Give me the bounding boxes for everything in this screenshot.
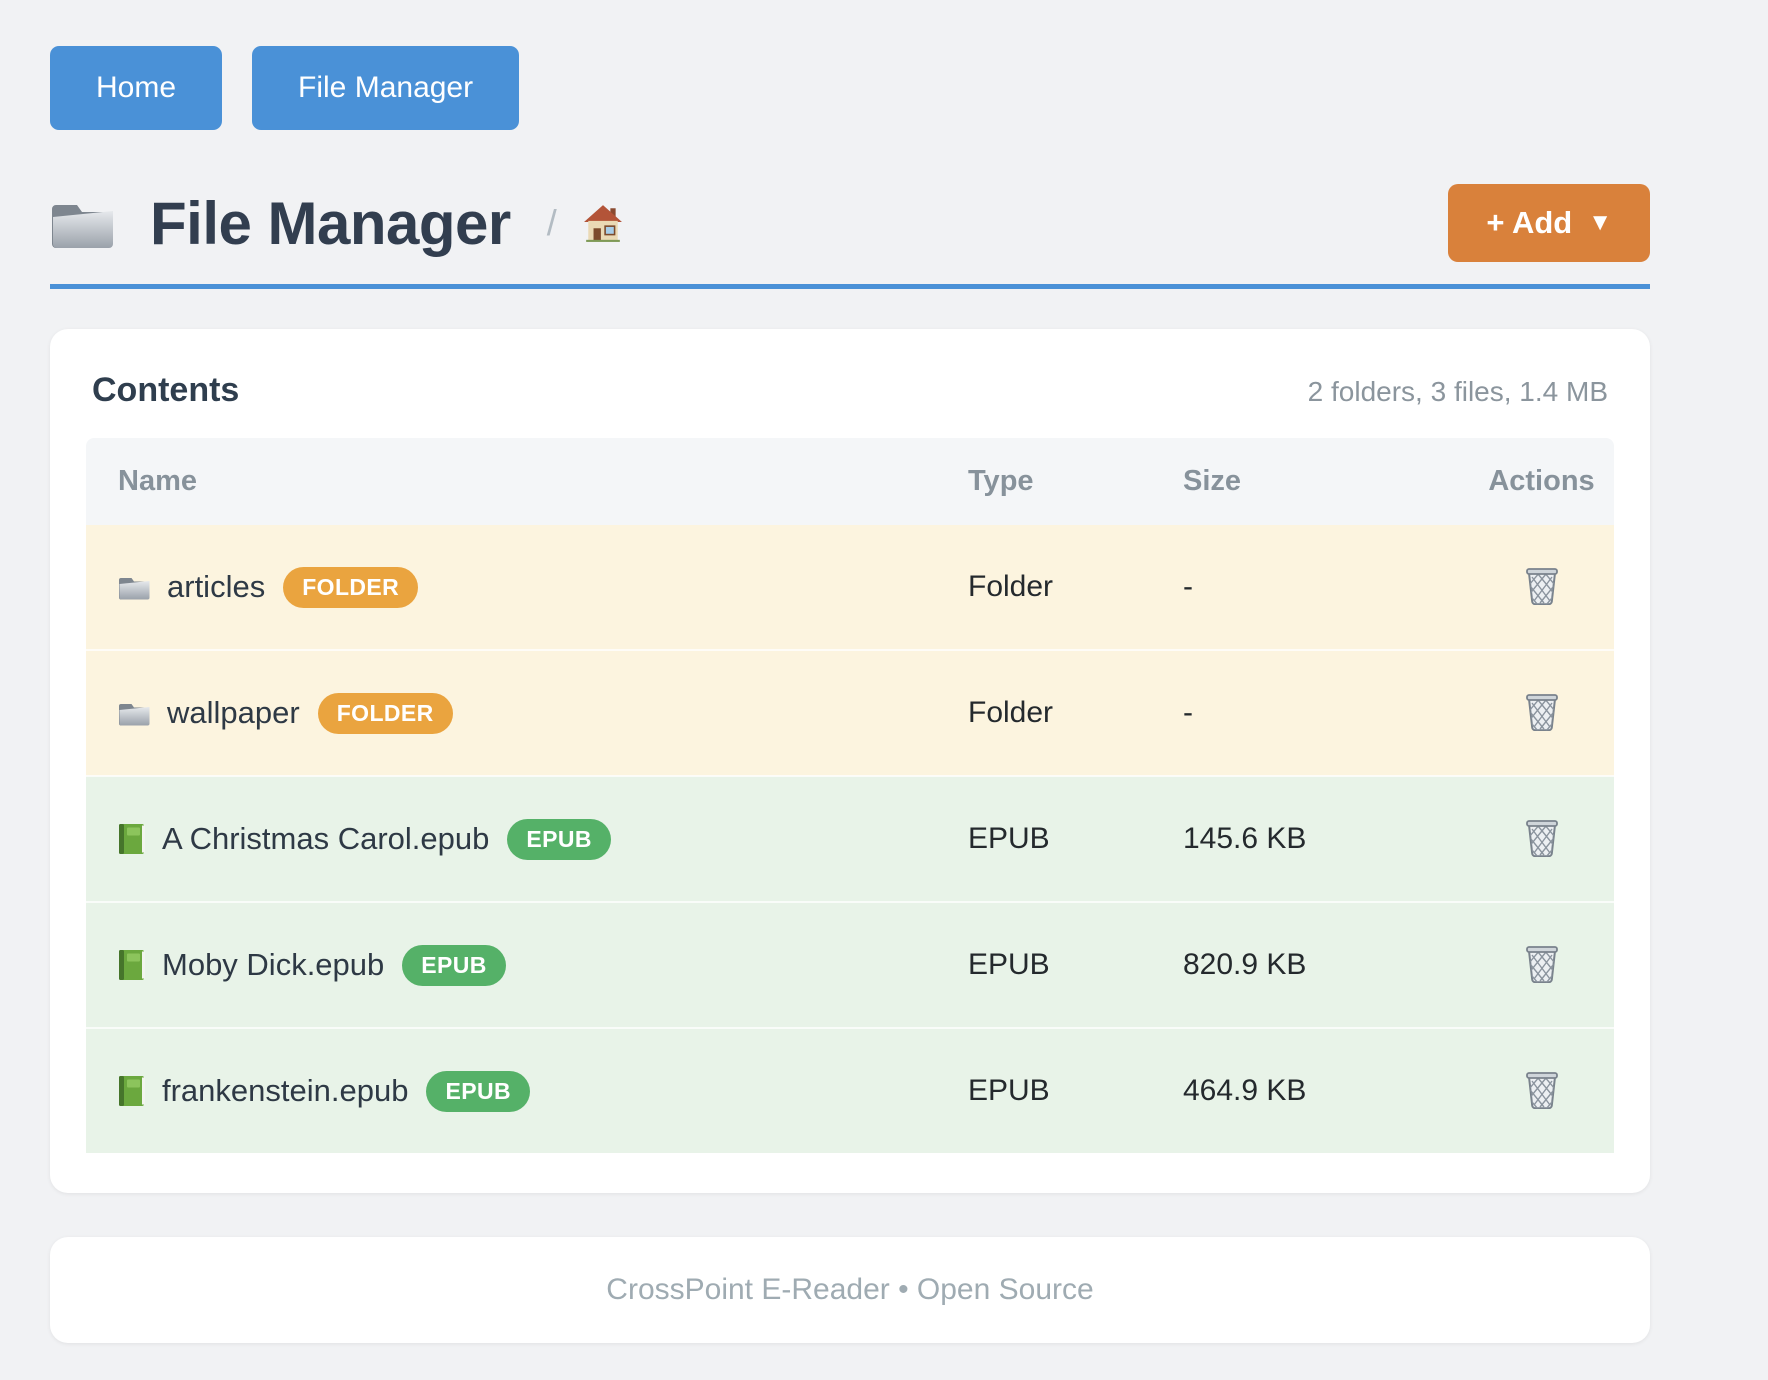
trash-icon — [1524, 820, 1560, 860]
file-name: articles — [167, 569, 266, 604]
file-type: EPUB — [968, 1027, 1183, 1153]
file-name: Moby Dick.epub — [162, 947, 385, 982]
type-badge: EPUB — [507, 818, 611, 860]
delete-button[interactable] — [1520, 813, 1564, 861]
book-icon — [118, 823, 146, 855]
trash-icon — [1524, 568, 1560, 608]
contents-heading: Contents — [92, 371, 240, 409]
book-icon — [118, 949, 146, 981]
type-badge: EPUB — [426, 1070, 530, 1112]
column-header-name: Name — [86, 438, 968, 525]
table-row[interactable]: articles FOLDER Folder - — [86, 525, 1614, 650]
delete-button[interactable] — [1520, 939, 1564, 987]
table-row[interactable]: frankenstein.epub EPUB EPUB 464.9 KB — [86, 1027, 1614, 1153]
chevron-down-icon: ▼ — [1588, 209, 1612, 236]
type-badge: FOLDER — [283, 566, 419, 608]
file-name: wallpaper — [167, 695, 300, 730]
column-header-actions: Actions — [1469, 438, 1614, 525]
contents-card: Contents 2 folders, 3 files, 1.4 MB Name… — [50, 329, 1650, 1193]
table-row[interactable]: Moby Dick.epub EPUB EPUB 820.9 KB — [86, 901, 1614, 1028]
file-name: frankenstein.epub — [162, 1073, 409, 1108]
file-type: EPUB — [968, 901, 1183, 1028]
table-row[interactable]: A Christmas Carol.epub EPUB EPUB 145.6 K… — [86, 775, 1614, 902]
file-size: 464.9 KB — [1183, 1027, 1469, 1153]
home-icon[interactable] — [583, 204, 623, 242]
file-size: 145.6 KB — [1183, 775, 1469, 902]
file-type: Folder — [968, 570, 1054, 603]
delete-button[interactable] — [1520, 561, 1564, 609]
delete-button[interactable] — [1520, 687, 1564, 735]
file-size: 820.9 KB — [1183, 901, 1469, 1028]
file-size: - — [1183, 649, 1469, 776]
header-divider — [50, 284, 1650, 289]
nav-file-manager-button[interactable]: File Manager — [252, 46, 520, 130]
folder-icon — [50, 195, 116, 251]
breadcrumb: / — [546, 202, 557, 243]
nav-home-button[interactable]: Home — [50, 46, 223, 130]
add-button[interactable]: + Add ▼ — [1448, 184, 1650, 262]
top-navigation: Home File Manager — [50, 0, 1650, 130]
table-header-row: Name Type Size Actions — [86, 438, 1614, 525]
table-row[interactable]: wallpaper FOLDER Folder - — [86, 649, 1614, 776]
add-button-label: + Add — [1486, 205, 1573, 240]
file-size: - — [1183, 570, 1193, 603]
folder-icon — [118, 573, 151, 601]
folder-icon — [118, 699, 151, 727]
footer: CrossPoint E-Reader • Open Source — [50, 1237, 1650, 1343]
delete-button[interactable] — [1520, 1065, 1564, 1113]
file-type: Folder — [968, 649, 1183, 776]
file-type: EPUB — [968, 775, 1183, 902]
page-header: File Manager / + Add ▼ — [50, 184, 1650, 262]
book-icon — [118, 1075, 146, 1107]
trash-icon — [1524, 1072, 1560, 1112]
contents-summary: 2 folders, 3 files, 1.4 MB — [1307, 376, 1608, 407]
file-table: Name Type Size Actions articles FOLDER — [86, 438, 1614, 1153]
column-header-size: Size — [1183, 438, 1469, 525]
column-header-type: Type — [968, 438, 1183, 525]
type-badge: EPUB — [402, 944, 506, 986]
footer-text: CrossPoint E-Reader • Open Source — [606, 1273, 1094, 1306]
trash-icon — [1524, 694, 1560, 734]
file-name: A Christmas Carol.epub — [162, 821, 490, 856]
trash-icon — [1524, 946, 1560, 986]
type-badge: FOLDER — [317, 692, 453, 734]
page-title: File Manager — [150, 189, 511, 257]
